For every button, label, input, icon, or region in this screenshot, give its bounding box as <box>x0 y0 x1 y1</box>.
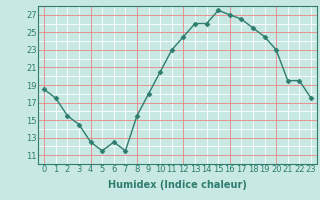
X-axis label: Humidex (Indice chaleur): Humidex (Indice chaleur) <box>108 180 247 190</box>
